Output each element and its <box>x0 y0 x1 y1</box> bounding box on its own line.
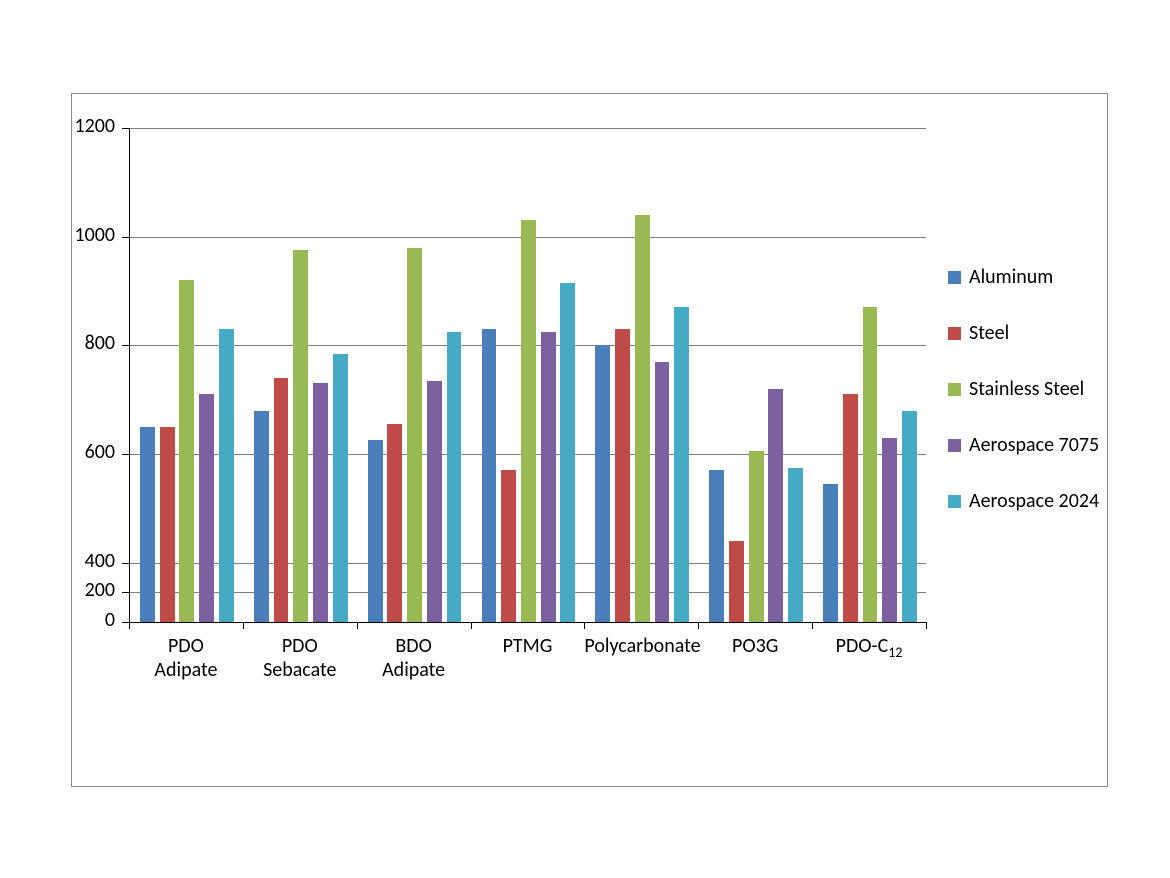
legend: Aluminum Steel Stainless Steel Aerospace 70… <box>948 265 1099 545</box>
bar <box>293 250 308 622</box>
legend-swatch <box>948 439 961 452</box>
bar <box>427 381 442 622</box>
bar <box>160 427 175 622</box>
ytick-mark <box>122 454 129 455</box>
bar <box>274 378 289 622</box>
bar <box>749 451 764 622</box>
plot-area <box>129 128 926 622</box>
xtick-mark <box>584 622 585 629</box>
xtick-mark <box>926 622 927 629</box>
legend-item: Aerospace 2024 <box>948 489 1099 513</box>
bar <box>674 307 689 622</box>
bar <box>560 283 575 622</box>
xtick-mark <box>129 622 130 629</box>
ytick-label: 600 <box>49 440 115 464</box>
legend-item: Aerospace 7075 <box>948 433 1099 457</box>
xtick-mark <box>471 622 472 629</box>
bar <box>882 438 897 622</box>
xtick-mark <box>698 622 699 629</box>
bar <box>521 220 536 622</box>
bar <box>368 440 383 622</box>
bar <box>843 394 858 622</box>
xtick-label: PDOAdipate <box>129 634 243 682</box>
legend-swatch <box>948 383 961 396</box>
xtick-label: PDOSebacate <box>243 634 357 682</box>
bar <box>902 411 917 622</box>
bar <box>501 470 516 622</box>
gridline <box>129 128 926 129</box>
y-axis <box>129 128 130 622</box>
bar <box>823 484 838 622</box>
bar <box>333 354 348 622</box>
legend-swatch <box>948 271 961 284</box>
xtick-mark <box>812 622 813 629</box>
bar <box>199 394 214 622</box>
xtick-label: PO3G <box>698 634 812 658</box>
bar <box>254 411 269 622</box>
xtick-label: PTMG <box>471 634 585 658</box>
bar <box>595 345 610 622</box>
ytick-label: 800 <box>49 331 115 355</box>
bar <box>729 541 744 622</box>
bar <box>655 362 670 622</box>
ytick-label: 400 <box>49 549 115 573</box>
ytick-mark <box>122 128 129 129</box>
bar <box>768 389 783 622</box>
ytick-mark <box>122 563 129 564</box>
bar <box>140 427 155 622</box>
ytick-label: 1000 <box>49 223 115 247</box>
bar <box>541 332 556 622</box>
bar <box>387 424 402 622</box>
bar <box>219 329 234 622</box>
ytick-mark <box>122 237 129 238</box>
legend-label: Aluminum <box>969 265 1053 289</box>
ytick-label: 0 <box>49 608 115 632</box>
bar <box>863 307 878 622</box>
x-axis <box>129 622 926 623</box>
xtick-label: BDOAdipate <box>357 634 471 682</box>
legend-item: Stainless Steel <box>948 377 1099 401</box>
xtick-label: Polycarbonate <box>584 634 698 658</box>
ytick-label: 200 <box>49 578 115 602</box>
xtick-mark <box>243 622 244 629</box>
legend-label: Aerospace 2024 <box>969 489 1099 513</box>
legend-swatch <box>948 495 961 508</box>
bar <box>447 332 462 622</box>
legend-item: Aluminum <box>948 265 1099 289</box>
legend-label: Stainless Steel <box>969 377 1084 401</box>
bar <box>313 383 328 622</box>
bar <box>615 329 630 622</box>
xtick-label: PDO-C12 <box>812 634 926 662</box>
ytick-mark <box>122 345 129 346</box>
bar <box>635 215 650 622</box>
bar <box>482 329 497 622</box>
bar <box>709 470 724 622</box>
xtick-mark <box>357 622 358 629</box>
legend-label: Steel <box>969 321 1009 345</box>
legend-label: Aerospace 7075 <box>969 433 1099 457</box>
legend-item: Steel <box>948 321 1099 345</box>
ytick-mark <box>122 592 129 593</box>
bar <box>788 468 803 622</box>
bar <box>179 280 194 622</box>
ytick-label: 1200 <box>49 114 115 138</box>
ytick-mark <box>122 622 129 623</box>
legend-swatch <box>948 327 961 340</box>
bar <box>407 248 422 622</box>
